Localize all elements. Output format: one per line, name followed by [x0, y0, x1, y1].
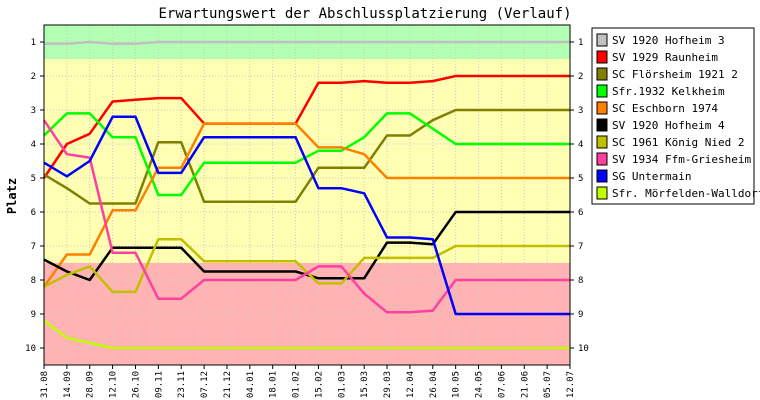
y-tick-label: 3: [31, 106, 36, 116]
x-tick-label: 23.11: [177, 371, 187, 398]
x-tick-label: 12.07: [566, 371, 576, 398]
y-tick-label: 10: [25, 344, 36, 354]
legend-label: SC Eschborn 1974: [612, 102, 718, 115]
y-tick-label: 5: [31, 174, 36, 184]
y-axis-label: Platz: [5, 178, 19, 214]
series-line: [43, 319, 570, 350]
x-tick-label: 07.06: [497, 371, 507, 398]
series-line: [43, 112, 570, 197]
y-tick-label: 8: [31, 276, 36, 286]
x-tick-label: 09.11: [154, 371, 164, 398]
series-line: [44, 40, 570, 45]
legend-swatch: [596, 152, 608, 166]
legend-swatch: [596, 118, 608, 132]
y-tick-label-right: 3: [578, 106, 583, 116]
y-tick-label-right: 2: [578, 72, 583, 82]
y-tick-label-right: 10: [578, 344, 589, 354]
plot-frame: [43, 24, 571, 366]
legend-swatch: [596, 101, 608, 115]
y-tick-label: 6: [31, 208, 36, 218]
x-tick-label: 21.06: [520, 371, 530, 398]
series-line: [43, 115, 570, 316]
series-line: [42, 119, 570, 314]
y-tick-label-right: 8: [578, 276, 583, 286]
x-tick-label: 05.07: [543, 371, 553, 398]
y-tick-label: 1: [31, 38, 36, 48]
y-tick-label: 4: [31, 140, 36, 150]
legend-swatch: [596, 84, 608, 98]
legend-label: Sfr.1932 Kelkheim: [612, 85, 725, 98]
legend-swatch: [596, 67, 608, 81]
legend-label: Sfr. Mörfelden-Walldorf: [612, 187, 760, 200]
y-tick-label-right: 7: [578, 242, 583, 252]
x-tick-label: 26.04: [429, 371, 439, 398]
x-tick-label: 07.12: [200, 371, 210, 398]
y-tick-label: 9: [31, 310, 36, 320]
x-tick-label: 24.05: [475, 371, 485, 398]
series-line: [43, 210, 570, 282]
y-tick-label: 2: [31, 72, 36, 82]
legend-label: SC 1961 König Nied 2: [612, 136, 744, 149]
y-tick-label-right: 1: [578, 38, 583, 48]
y-tick-label-right: 5: [578, 174, 583, 184]
legend-label: SG Untermain: [612, 170, 691, 183]
x-tick-label: 28.09: [86, 371, 96, 398]
legend-swatch: [596, 135, 608, 149]
x-tick-label: 18.01: [269, 371, 279, 398]
legend-box: [591, 27, 755, 205]
series-line: [43, 108, 570, 205]
x-tick-label: 21.12: [223, 371, 233, 398]
y-tick-label: 7: [31, 242, 36, 252]
x-tick-label: 15.02: [314, 371, 324, 398]
legend-label: SV 1934 Ffm-Griesheim: [612, 153, 751, 166]
y-tick-label-right: 6: [578, 208, 583, 218]
legend-label: SC Flörsheim 1921 2: [612, 68, 738, 81]
x-tick-label: 31.08: [40, 371, 50, 398]
x-tick-label: 15.03: [360, 371, 370, 398]
legend-swatch: [596, 186, 608, 200]
x-ticks: 31.08 14.09 28.09 12.10 26.10 09.11 23.11 07.12…: [40, 365, 576, 398]
x-tick-label: 10.05: [452, 371, 462, 398]
x-tick-label: 29.03: [383, 371, 393, 398]
x-tick-label: 01.02: [292, 371, 302, 398]
series-line: [42, 122, 570, 288]
series-line: [42, 74, 570, 179]
x-tick-label: 01.03: [337, 371, 347, 398]
x-tick-label: 12.04: [406, 371, 416, 398]
legend-label: SV 1920 Hofheim 3: [612, 34, 725, 47]
legend-swatch: [596, 50, 608, 64]
legend: SV 1920 Hofheim 3 SV 1929 Raunheim SC Flör…: [591, 27, 760, 205]
legend-swatch: [596, 169, 608, 183]
legend-label: SV 1929 Raunheim: [612, 51, 718, 64]
x-tick-label: 12.10: [109, 371, 119, 398]
legend-label: SV 1920 Hofheim 4: [612, 119, 725, 132]
y-tick-label-right: 4: [578, 140, 583, 150]
legend-swatch: [596, 33, 608, 47]
chart-title: Erwartungswert der Abschlussplatzierung …: [158, 6, 571, 22]
y-ticks: 1 1 2 2 3 3 4 4 5 5 6 6 7 7 8 8 9 9 10 10: [25, 38, 589, 354]
y-tick-label-right: 9: [578, 310, 583, 320]
series-lines: [42, 40, 570, 350]
x-tick-label: 14.09: [63, 371, 73, 398]
x-tick-label: 04.01: [246, 371, 256, 398]
x-tick-label: 26.10: [131, 371, 141, 398]
